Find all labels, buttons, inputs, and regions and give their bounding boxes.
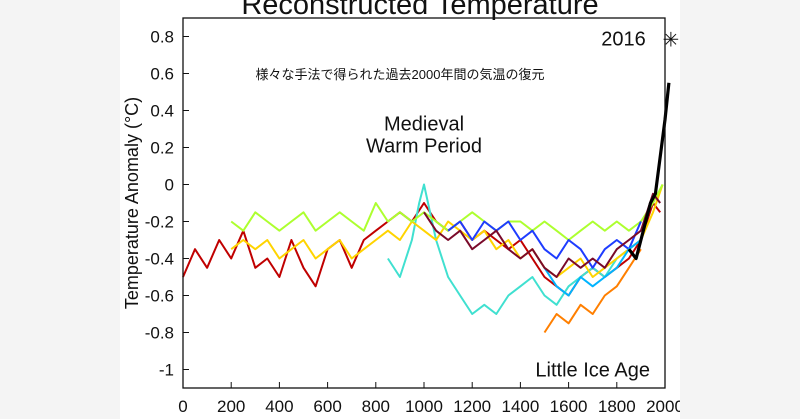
x-tick-label: 1200	[453, 397, 491, 416]
series-line-5	[447, 220, 642, 269]
x-tick-label: 400	[265, 397, 293, 416]
x-tick-label: 800	[362, 397, 390, 416]
y-tick-label: -1	[159, 361, 174, 380]
series-line-6	[543, 239, 642, 297]
series-line-8	[423, 192, 661, 278]
y-axis-label: Temperature Anomaly (°C)	[122, 97, 142, 309]
annotation-medieval: Medieval	[384, 113, 464, 135]
series-line-3	[230, 184, 664, 278]
y-tick-label: -0.8	[145, 324, 174, 343]
y-tick-label: 0.2	[150, 139, 174, 158]
x-tick-label: 1600	[550, 397, 588, 416]
series-line-7	[543, 248, 642, 334]
series-line-4	[230, 184, 664, 241]
y-tick-label: -0.6	[145, 287, 174, 306]
x-tick-label: 1800	[598, 397, 636, 416]
x-tick-label: 2000	[646, 397, 680, 416]
y-tick-label: 0.8	[150, 28, 174, 47]
x-tick-label: 1400	[501, 397, 539, 416]
y-tick-label: -0.4	[145, 250, 174, 269]
series-line-2	[387, 183, 642, 315]
x-tick-label: 0	[178, 397, 187, 416]
series-layer	[182, 82, 671, 334]
x-tick-label: 1000	[405, 397, 443, 416]
x-tick-label: 600	[313, 397, 341, 416]
chart-title: Reconstructed Temperature	[241, 0, 598, 21]
ticks-layer: 0 200 400 600 800 1000 1200 1400 1600 1800 2000 0.8…	[145, 28, 680, 417]
y-tick-label: 0.6	[150, 65, 174, 84]
series-line-9	[627, 82, 671, 261]
annotation-little-ice-age: Little Ice Age	[535, 360, 650, 382]
chart-subtitle: 様々な手法で得られた過去2000年間の気温の復元	[256, 67, 545, 82]
annotation-warm-period: Warm Period	[366, 136, 482, 158]
y-tick-label: -0.2	[145, 213, 174, 232]
annotation-2016: 2016	[601, 28, 646, 50]
x-tick-label: 200	[217, 397, 245, 416]
temperature-chart: 0 200 400 600 800 1000 1200 1400 1600 1800 2000 0.8…	[122, 0, 680, 417]
asterisk-marker-icon: ✳	[662, 29, 679, 51]
y-tick-label: 0	[165, 176, 174, 195]
chart-panel: 0 200 400 600 800 1000 1200 1400 1600 1800 2000 0.8…	[120, 0, 680, 419]
y-tick-label: 0.4	[150, 102, 174, 121]
